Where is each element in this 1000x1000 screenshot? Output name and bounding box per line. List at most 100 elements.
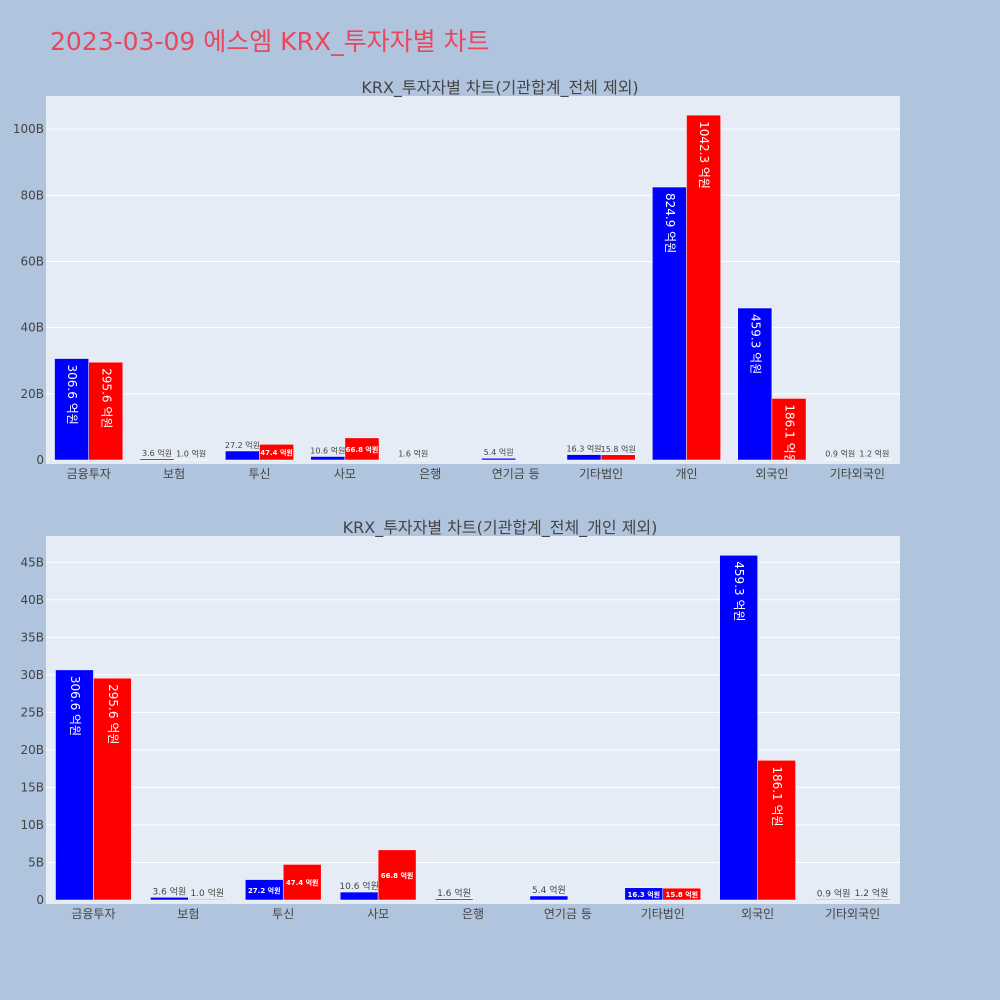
y-tick-label: 20B	[20, 387, 44, 401]
bar	[55, 669, 94, 901]
bar	[771, 398, 807, 461]
x-tick-label: 보험	[163, 467, 185, 481]
bar	[150, 897, 189, 901]
x-tick-label: 투신	[248, 467, 270, 481]
data-label: 66.8 억원	[381, 871, 414, 880]
x-tick-label: 투신	[272, 907, 294, 921]
data-label: 306.6 억원	[65, 365, 79, 425]
data-label: 186.1 억원	[782, 404, 796, 464]
bar	[282, 864, 322, 901]
y-tick-label: 20B	[20, 743, 44, 757]
bar	[377, 849, 417, 901]
data-label: 66.8 억원	[346, 445, 379, 454]
y-tick-label: 40B	[20, 321, 44, 335]
y-tick-label: 35B	[20, 630, 44, 644]
data-label: 459.3 억원	[732, 561, 746, 621]
data-label: 295.6 억원	[99, 368, 113, 428]
x-tick-label: 사모	[334, 467, 356, 481]
data-label: 10.6 억원	[310, 445, 345, 455]
data-label: 459.3 억원	[748, 314, 762, 374]
chart-top: 0 20B 40B 60B 80B 100B KRX_투자자별 차트(기관합계_전체 제외)…	[13, 78, 900, 481]
y-tick-label: 40B	[20, 593, 44, 607]
data-label: 27.2 억원	[225, 440, 260, 450]
x-tick-label: 은행	[462, 906, 484, 921]
chart-bottom: 0 5B 10B 15B 20B 25B 30B 35B 40B 45B KRX_투자자별 차트(기…	[20, 518, 900, 921]
data-label: 16.3 억원	[628, 890, 661, 899]
x-tick-label: 기타외국인	[830, 467, 885, 481]
y-tick-label: 100B	[13, 122, 44, 136]
y-tick-label: 60B	[20, 254, 44, 268]
data-label: 1.0 억원	[190, 887, 224, 899]
x-tick-label: 외국인	[755, 467, 788, 481]
bar	[434, 898, 474, 901]
x-tick-label: 금융투자	[71, 907, 115, 921]
x-tick-label: 연기금 등	[544, 907, 592, 921]
y-tick-label: 0	[36, 453, 44, 467]
data-label: 3.6 억원	[152, 885, 186, 897]
data-label: 1.2 억원	[855, 887, 889, 899]
y-tick-label: 10B	[20, 818, 44, 832]
bar	[529, 895, 569, 901]
bar	[757, 760, 796, 901]
x-tick-label: 기타법인	[579, 467, 623, 481]
data-label: 47.4 억원	[260, 448, 293, 457]
data-label: 1.6 억원	[398, 448, 428, 458]
x-tick-label: 금융투자	[67, 467, 111, 481]
data-label: 10.6 억원	[339, 880, 378, 892]
bar	[719, 555, 758, 901]
data-label: 295.6 억원	[106, 684, 120, 744]
x-tick-label: 기타법인	[641, 907, 685, 921]
x-tick-label: 보험	[177, 907, 199, 921]
bar	[259, 444, 294, 461]
data-label: 1.2 억원	[859, 449, 889, 459]
x-tick-label: 사모	[367, 907, 389, 921]
page-title: 2023-03-09 에스엠 KRX_투자자별 차트	[50, 27, 490, 56]
bar	[737, 307, 773, 461]
y-tick-label: 30B	[20, 668, 44, 682]
bar	[54, 358, 89, 461]
bar	[600, 454, 636, 461]
y-tick-label: 80B	[20, 188, 44, 202]
data-label: 47.4 억원	[286, 878, 319, 887]
bar	[395, 459, 431, 461]
bar	[481, 457, 516, 461]
bar	[139, 458, 175, 461]
data-label: 5.4 억원	[532, 884, 566, 896]
data-label: 15.8 억원	[601, 444, 636, 454]
data-label: 3.6 억원	[142, 448, 172, 458]
data-label: 306.6 억원	[68, 676, 82, 736]
x-tick-label: 은행	[419, 466, 441, 481]
bar	[662, 887, 701, 901]
bar	[344, 437, 380, 461]
bar	[339, 891, 379, 901]
bar	[814, 899, 853, 901]
chart-title: KRX_투자자별 차트(기관합계_전체_개인 제외)	[343, 518, 658, 538]
x-tick-label: 개인	[675, 467, 697, 481]
bar	[188, 898, 227, 901]
chart-title: KRX_투자자별 차트(기관합계_전체 제외)	[361, 78, 638, 98]
x-tick-label: 외국인	[741, 907, 774, 921]
y-tick-label: 5B	[28, 855, 44, 869]
bar	[93, 677, 132, 901]
x-tick-label: 기타외국인	[825, 907, 880, 921]
data-label: 16.3 억원	[566, 444, 601, 454]
data-label: 0.9 억원	[817, 887, 851, 899]
data-label: 0.9 억원	[825, 449, 855, 459]
bar	[686, 114, 721, 461]
bar	[852, 898, 891, 901]
data-label: 1.6 억원	[437, 887, 471, 899]
data-label: 1042.3 억원	[697, 121, 711, 189]
bar	[652, 186, 687, 461]
y-tick-label: 15B	[20, 780, 44, 794]
y-tick-label: 0	[36, 893, 44, 907]
data-label: 1.0 억원	[176, 449, 206, 459]
data-label: 5.4 억원	[484, 447, 514, 457]
y-tick-label: 45B	[20, 555, 44, 569]
y-tick-label: 25B	[20, 705, 44, 719]
x-tick-label: 연기금 등	[492, 467, 540, 481]
data-label: 824.9 억원	[663, 193, 677, 253]
data-label: 186.1 억원	[770, 766, 784, 826]
bar	[88, 361, 124, 461]
data-label: 27.2 억원	[248, 886, 281, 895]
data-label: 15.8 억원	[665, 890, 698, 899]
